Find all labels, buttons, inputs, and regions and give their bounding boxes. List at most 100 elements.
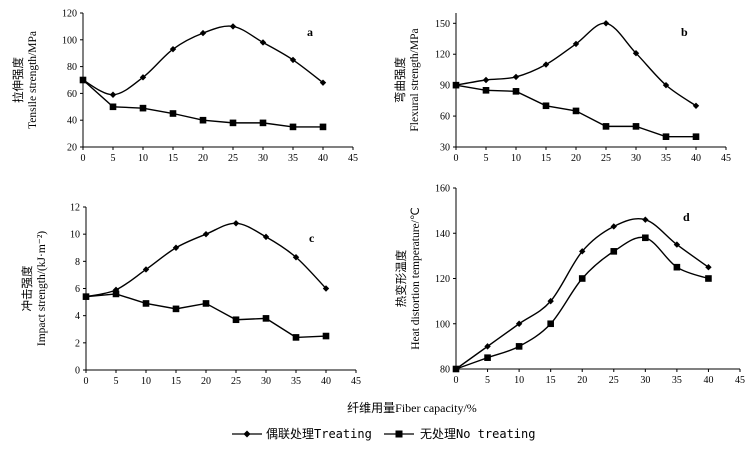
x-tick-label: 45 [735, 375, 745, 386]
data-point-square [292, 334, 300, 341]
y-tick-label: 8 [75, 257, 80, 268]
x-tick-label: 35 [672, 375, 682, 386]
data-point-diamond [289, 56, 297, 64]
x-tick-label: 20 [577, 375, 587, 386]
x-tick-label: 25 [601, 153, 611, 164]
data-point-diamond [259, 39, 267, 46]
y-axis-title-cn: 冲击强度 [20, 265, 34, 311]
panel-label: a [307, 25, 313, 39]
data-point-diamond [229, 23, 237, 30]
data-point-square [202, 300, 210, 307]
data-point-square [82, 293, 90, 300]
x-tick-label: 5 [114, 376, 119, 387]
y-tick-label: 30 [440, 143, 450, 154]
x-tick-label: 35 [288, 153, 298, 164]
y-axis-title-en: Heat distortion temperature/℃ [410, 207, 422, 350]
data-point-diamond [202, 230, 210, 238]
x-tick-label: 20 [201, 376, 211, 387]
data-point-square [610, 248, 618, 255]
data-point-square [262, 315, 270, 322]
data-point-square [662, 133, 670, 140]
x-tick-label: 15 [546, 375, 556, 386]
panel-d: 0 5 10 15 20 25 30 35 40 45 80 100 120 140 160 热变形温度 Hea… [394, 184, 745, 387]
y-tick-label: 60 [67, 89, 77, 100]
y-tick-label: 2 [75, 338, 80, 349]
panel-label: c [309, 231, 315, 245]
data-point-square [452, 365, 460, 373]
data-point-diamond [579, 248, 586, 255]
x-tick-label: 15 [168, 153, 178, 164]
data-point-square [169, 110, 177, 117]
data-point-diamond [547, 297, 554, 305]
y-tick-label: 6 [75, 284, 80, 295]
y-tick-label: 4 [75, 311, 80, 322]
data-point-diamond [692, 102, 700, 109]
y-axis-title-en: Flexural strength/MPa [409, 28, 421, 131]
series-line-no-treating [455, 236, 709, 370]
y-axis-title-en: Tensile strength/MPa [27, 31, 39, 129]
legend: 偶联处理Treating 无处理No treating [232, 427, 535, 441]
data-point-diamond [515, 320, 523, 327]
y-tick-label: 80 [440, 365, 450, 376]
x-tick-label: 5 [485, 375, 490, 386]
data-point-square [547, 320, 554, 328]
y-tick-label: 140 [435, 229, 450, 240]
x-tick-label: 25 [231, 376, 241, 387]
legend-label-no-treating: 无处理No treating [420, 427, 535, 441]
y-tick-label: 150 [435, 19, 450, 30]
data-point-square [322, 332, 330, 340]
x-tick-label: 40 [691, 153, 701, 164]
x-tick-label: 5 [111, 153, 116, 164]
series-line-treating [455, 22, 697, 107]
x-tick-label: 35 [661, 153, 671, 164]
data-point-square [79, 76, 87, 84]
data-point-square [572, 107, 580, 115]
data-point-diamond [292, 254, 300, 261]
y-tick-label: 40 [67, 116, 77, 127]
x-tick-label: 40 [321, 376, 331, 387]
series-line-treating [82, 25, 324, 96]
x-tick-label: 45 [351, 376, 361, 387]
data-point-diamond [632, 50, 640, 57]
x-tick-label: 25 [609, 375, 619, 386]
data-point-diamond [139, 74, 147, 81]
data-point-square [542, 102, 550, 110]
data-point-square [692, 133, 700, 140]
data-point-square [139, 104, 147, 112]
data-point-square [172, 305, 180, 313]
legend-marker-diamond [243, 430, 251, 438]
y-tick-label: 120 [62, 9, 77, 20]
data-point-square [109, 103, 117, 111]
data-point-diamond [109, 91, 117, 98]
data-point-square [705, 275, 712, 282]
legend-marker-square [395, 430, 403, 438]
data-point-diamond [542, 61, 550, 68]
x-tick-label: 0 [454, 153, 459, 164]
x-tick-label: 10 [141, 376, 151, 387]
data-point-square [259, 119, 267, 127]
data-point-diamond [602, 20, 610, 27]
data-point-square [232, 316, 240, 324]
data-point-diamond [232, 220, 240, 227]
data-point-square [452, 81, 460, 89]
data-point-square [642, 234, 649, 242]
x-tick-label: 25 [228, 153, 238, 164]
panel-label: b [681, 25, 688, 39]
y-tick-label: 100 [435, 319, 450, 330]
data-point-square [578, 275, 586, 282]
data-point-square [673, 263, 681, 271]
data-point-square [484, 354, 491, 361]
data-point-diamond [705, 263, 712, 271]
data-point-diamond [642, 216, 649, 223]
y-tick-label: 80 [67, 62, 77, 73]
x-tick-label: 35 [291, 376, 301, 387]
x-tick-label: 30 [261, 376, 271, 387]
data-point-square [482, 87, 490, 94]
data-point-square [112, 290, 120, 298]
x-tick-label: 10 [511, 153, 521, 164]
legend-label-treating: 偶联处理Treating [266, 427, 372, 441]
data-point-square [515, 343, 523, 350]
y-tick-label: 160 [435, 184, 450, 195]
